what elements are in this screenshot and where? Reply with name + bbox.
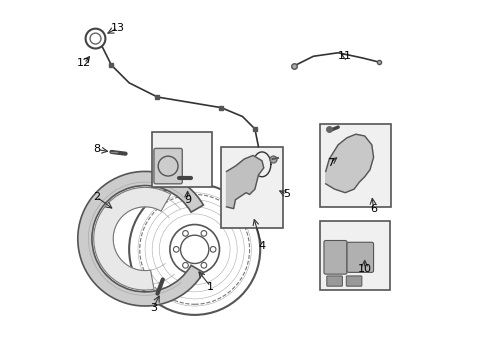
Text: 13: 13 [110, 23, 124, 33]
Text: 4: 4 [258, 241, 265, 251]
Text: 9: 9 [183, 195, 191, 205]
Polygon shape [325, 134, 373, 193]
Text: 5: 5 [283, 190, 290, 200]
FancyBboxPatch shape [323, 241, 346, 274]
Text: 6: 6 [369, 203, 376, 213]
FancyBboxPatch shape [153, 149, 182, 184]
Wedge shape [77, 171, 203, 306]
Text: 3: 3 [150, 303, 156, 313]
Text: 12: 12 [77, 59, 91, 69]
Text: 2: 2 [93, 192, 100, 202]
Text: 7: 7 [326, 157, 333, 167]
FancyBboxPatch shape [320, 221, 389, 290]
FancyBboxPatch shape [346, 242, 373, 272]
Text: 10: 10 [357, 264, 371, 274]
FancyBboxPatch shape [326, 276, 342, 286]
Polygon shape [226, 156, 263, 208]
FancyBboxPatch shape [320, 124, 391, 207]
Text: 8: 8 [93, 145, 100, 155]
FancyBboxPatch shape [152, 132, 212, 187]
FancyBboxPatch shape [221, 147, 283, 228]
Wedge shape [93, 187, 170, 290]
FancyBboxPatch shape [346, 276, 361, 286]
Text: 1: 1 [207, 282, 213, 292]
Text: 11: 11 [337, 51, 351, 61]
